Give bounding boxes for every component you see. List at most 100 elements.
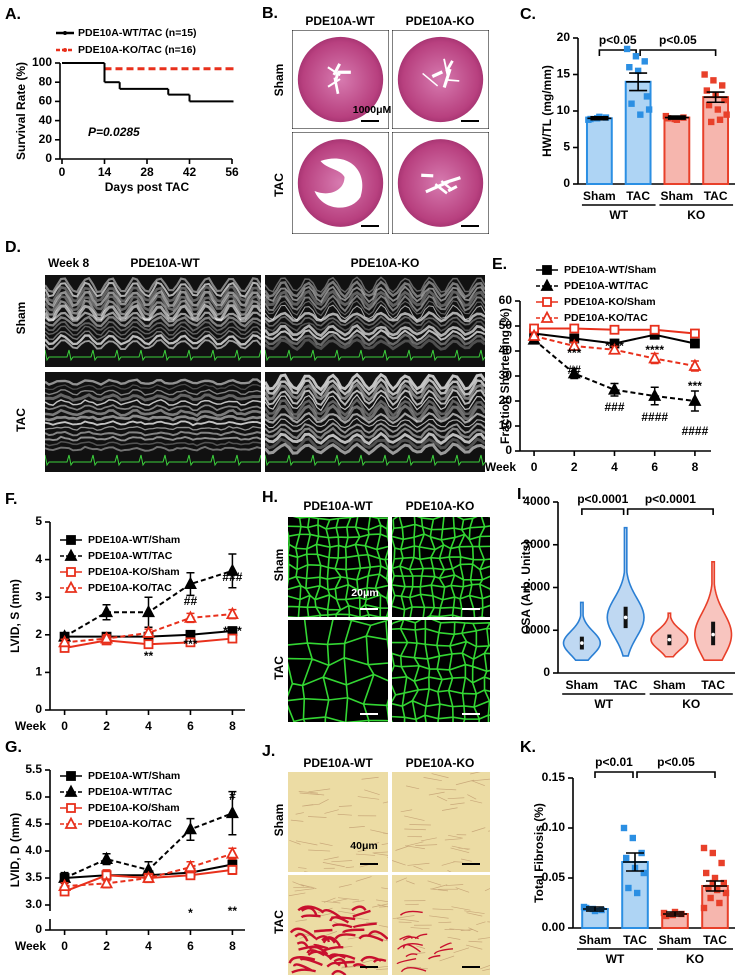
data-point [634,889,641,897]
cavity [332,63,341,76]
scale-label: 40μm [350,840,377,852]
marker [142,604,155,618]
data-point [709,879,716,887]
micrograph [288,875,388,975]
cavity [327,78,341,88]
legend-label: PDE10A-KO/Sham [88,802,180,814]
echo-band [265,382,485,402]
micrograph [392,875,490,975]
x-tick-label: 2 [103,719,110,733]
micrograph [392,132,489,234]
row-label: TAC [272,173,286,197]
micrograph [265,372,485,472]
tissue [297,139,384,227]
data-point [637,111,644,118]
data-point [705,884,712,892]
column-label: PDE10A-WT [303,499,373,513]
data-point [700,904,708,912]
tissue [397,36,484,123]
x-tick-label: Sham [661,189,694,203]
legend-label: PDE10A-KO/Sham [564,296,656,308]
marker [527,328,541,341]
image-frame [45,372,261,472]
micrograph [45,372,261,472]
column-label: PDE10A-WT [130,256,200,270]
y-tick-label: 10 [557,103,571,117]
data-point [723,111,730,118]
significance-annotation: #### [641,410,668,424]
marker [227,633,238,644]
x-tick-label: 0 [61,719,68,733]
data-point [598,906,605,914]
echo-band [45,325,261,336]
row-label: TAC [272,656,286,680]
legend-label: PDE10A-KO/TAC (n=16) [78,44,196,56]
x-axis-label: Week [15,939,46,953]
marker [567,338,581,351]
micrograph [265,275,485,367]
marker [183,859,197,873]
legend-marker [64,580,78,593]
legend-swatch [63,48,67,52]
echo-band [45,445,261,452]
x-tick-label: 4 [145,719,152,733]
significance-annotation: ## [568,363,582,377]
marker [100,875,114,889]
data-point [711,874,719,882]
data-point [710,77,717,84]
data-point [718,859,725,867]
row-label: Sham [272,804,286,837]
data-point [641,58,648,65]
panel-letter: J. [262,743,275,760]
significance-annotation: **** [605,339,624,353]
y-tick-label: 15 [557,67,571,81]
y-tick-label: 0 [35,922,42,936]
significance-annotation: ## [184,594,198,608]
ecg-trace [265,454,485,467]
x-tick-label: 56 [225,165,239,179]
scale-label: 20μm [351,587,378,599]
legend-marker [540,310,554,323]
y-tick-label: 5.5 [25,762,42,776]
panel-letter: H. [262,489,278,506]
y-tick-label: 3.0 [25,897,42,911]
marker [225,846,239,859]
x-tick-label: 0 [61,939,68,953]
marker [649,324,660,335]
x-tick-label: 28 [140,165,154,179]
ecg-trace [45,454,261,467]
column-label: PDE10A-KO [351,256,420,270]
significance-label: p<0.0001 [577,492,628,506]
data-point [620,824,628,832]
violin [562,601,602,661]
median [580,641,584,645]
echo-band [45,299,261,317]
echo-band [265,294,485,313]
echo-band [45,393,261,402]
x-axis-label: Week [485,460,516,474]
marker [688,358,702,371]
legend-label: PDE10A-WT/Sham [564,264,656,276]
echo-band [45,320,261,332]
y-tick-label: 30 [499,368,513,382]
cavity [314,158,363,208]
panel-letter: D. [5,239,21,256]
image-frame [392,772,490,872]
significance-bracket [594,771,634,778]
cavity [421,173,434,178]
significance-label: p<0.01 [595,755,633,769]
significance-annotation: ### [222,570,242,584]
x-tick-label: 2 [103,939,110,953]
legend-marker [66,771,76,781]
row-label: Sham [272,64,286,97]
column-label: PDE10A-WT [305,14,375,28]
panel-label: Week 8 [48,256,89,270]
marker [100,604,114,618]
marker [569,323,580,334]
y-tick-label: 0 [45,151,52,165]
significance-annotation: *** [567,346,581,360]
significance-bracket [639,49,717,56]
data-point [640,869,647,877]
row-label: TAC [272,910,286,934]
echo-band [45,276,261,294]
